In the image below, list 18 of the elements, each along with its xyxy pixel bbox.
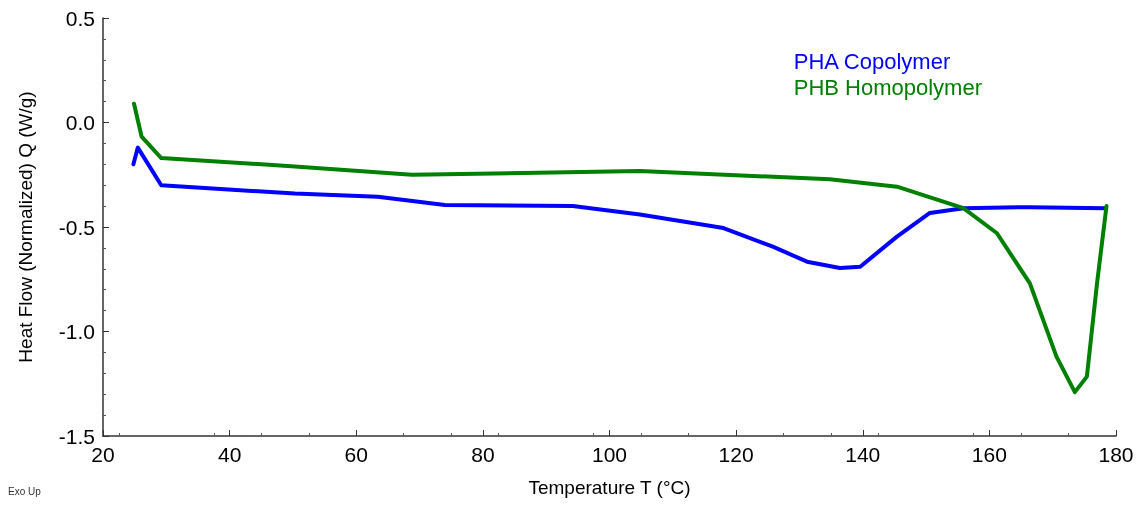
text: Exo Up xyxy=(8,485,42,497)
y-axis-title: Heat Flow (Normalized) Q (W/g) xyxy=(15,91,36,363)
x-tick-label: 100 xyxy=(591,443,628,466)
x-tick-label: 80 xyxy=(471,443,495,466)
text: PHB Homopolymer xyxy=(793,74,982,100)
x-tick-label: 140 xyxy=(845,443,881,466)
y-tick-label: 0.5 xyxy=(65,6,95,30)
y-tick-label: -1.0 xyxy=(58,320,95,343)
x-tick-label: 160 xyxy=(971,443,1007,466)
line-series xyxy=(132,101,1109,395)
x-tick-label: 60 xyxy=(344,443,368,466)
x-axis-title: Temperature T (°C) xyxy=(528,477,691,498)
x-tick-label: 40 xyxy=(217,443,242,466)
y-tick-label: 0.0 xyxy=(65,111,95,134)
x-tick-label: 180 xyxy=(1098,443,1134,466)
y-tick-label: -0.5 xyxy=(58,215,95,239)
text: PHA Copolymer xyxy=(793,48,951,74)
x-tick-label: 120 xyxy=(718,443,754,466)
